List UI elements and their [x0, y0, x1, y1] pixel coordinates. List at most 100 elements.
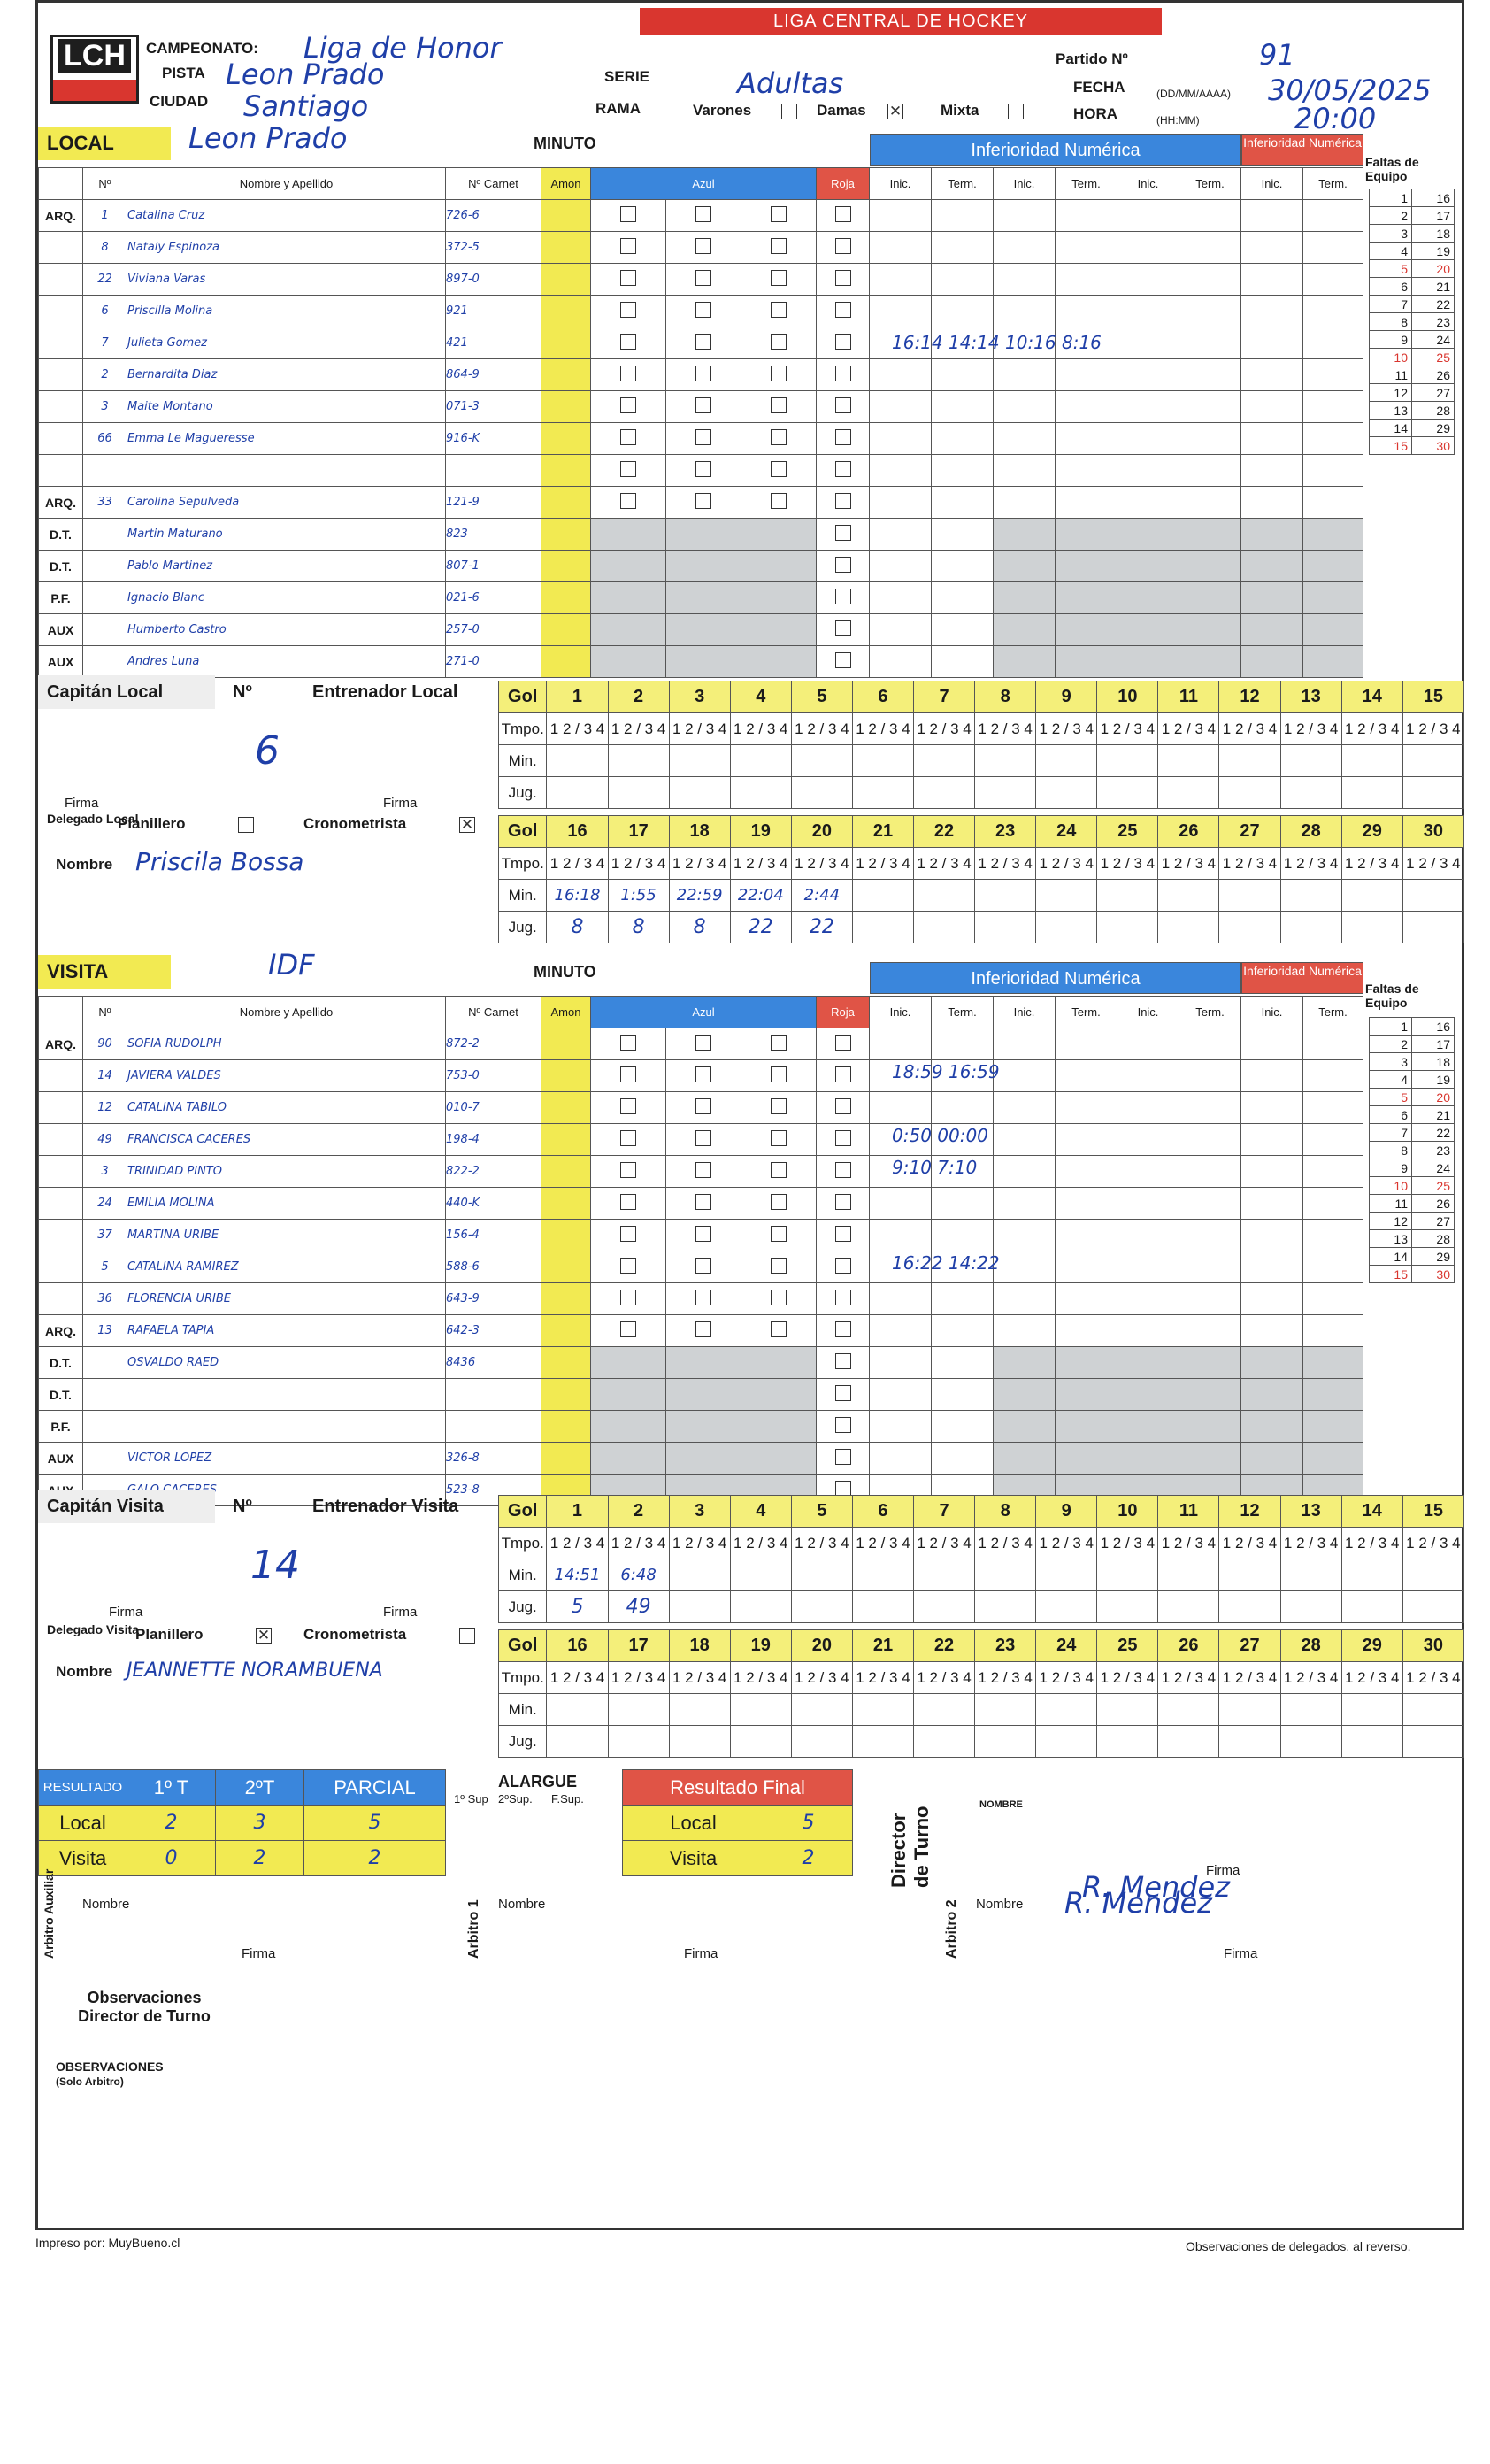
roja-checkbox[interactable] [834, 1194, 851, 1210]
amon-cell[interactable] [541, 1028, 591, 1060]
inferioridad-cell[interactable] [1179, 263, 1241, 296]
jug-cell[interactable] [974, 1725, 1037, 1758]
goal-col-header[interactable]: 28 [1279, 815, 1342, 848]
inferioridad-cell[interactable] [931, 1378, 994, 1411]
inferioridad-cell[interactable] [1055, 358, 1118, 391]
tmpo-cell[interactable]: 1 2 / 3 4 [1035, 1661, 1098, 1694]
inferioridad-cell[interactable] [1055, 263, 1118, 296]
roja-cell[interactable] [816, 199, 870, 232]
min-cell[interactable]: 22:04 [729, 879, 792, 912]
inferioridad-cell[interactable] [1055, 295, 1118, 327]
goal-col-header[interactable]: 7 [912, 681, 976, 713]
azul-checkbox[interactable] [695, 270, 711, 286]
min-cell[interactable] [1402, 1559, 1465, 1591]
roja-checkbox[interactable] [834, 238, 851, 254]
inferioridad-cell[interactable] [1055, 1442, 1118, 1475]
azul-cell[interactable] [665, 486, 741, 519]
jug-cell[interactable] [790, 1725, 853, 1758]
falta-cell[interactable]: 25 [1411, 348, 1455, 366]
min-cell[interactable] [1218, 1559, 1281, 1591]
goal-col-header[interactable]: 17 [607, 1629, 670, 1662]
amon-cell[interactable] [541, 1346, 591, 1379]
inferioridad-cell[interactable] [1302, 1091, 1363, 1124]
azul-checkbox[interactable] [695, 1130, 711, 1146]
min-cell[interactable] [1402, 879, 1465, 912]
min-cell[interactable] [1279, 1693, 1342, 1726]
jug-cell[interactable] [1279, 1725, 1342, 1758]
inferioridad-cell[interactable] [1179, 295, 1241, 327]
inferioridad-cell[interactable] [1240, 1251, 1303, 1283]
inferioridad-cell[interactable] [993, 1091, 1056, 1124]
min-cell[interactable] [668, 1559, 731, 1591]
falta-cell[interactable]: 9 [1369, 1159, 1412, 1177]
inferioridad-cell[interactable] [1179, 1314, 1241, 1347]
inferioridad-cell[interactable] [1179, 454, 1241, 487]
inferioridad-cell[interactable] [869, 1187, 932, 1220]
jug-cell[interactable]: 49 [607, 1590, 670, 1623]
inferioridad-cell[interactable] [993, 1219, 1056, 1251]
gol-label[interactable]: Gol [497, 681, 548, 713]
inferioridad-cell[interactable] [869, 518, 932, 551]
inferioridad-cell[interactable] [1179, 1155, 1241, 1188]
goal-col-header[interactable]: 4 [729, 1495, 792, 1528]
inferioridad-cell[interactable] [1240, 263, 1303, 296]
tmpo-cell[interactable]: 1 2 / 3 4 [912, 1661, 976, 1694]
inferioridad-cell[interactable] [1117, 1251, 1179, 1283]
falta-cell[interactable]: 21 [1411, 277, 1455, 296]
goal-col-header[interactable]: 14 [1340, 1495, 1403, 1528]
azul-cell[interactable] [590, 327, 666, 359]
azul-cell[interactable] [665, 390, 741, 423]
falta-cell[interactable]: 8 [1369, 312, 1412, 331]
inferioridad-cell[interactable] [1179, 390, 1241, 423]
falta-cell[interactable]: 19 [1411, 242, 1455, 260]
min-cell[interactable] [1035, 879, 1098, 912]
min-cell[interactable] [1157, 1693, 1220, 1726]
amon-cell[interactable] [541, 1091, 591, 1124]
inferioridad-cell[interactable] [931, 1219, 994, 1251]
inferioridad-cell[interactable] [1117, 1378, 1179, 1411]
falta-cell[interactable]: 23 [1411, 1141, 1455, 1159]
falta-cell[interactable]: 10 [1369, 1176, 1412, 1195]
azul-checkbox[interactable] [695, 397, 711, 413]
roja-cell[interactable] [816, 1219, 870, 1251]
inferioridad-cell[interactable] [869, 550, 932, 582]
azul-cell[interactable] [741, 199, 817, 232]
inferioridad-cell[interactable] [1302, 390, 1363, 423]
tmpo-cell[interactable]: 1 2 / 3 4 [729, 1661, 792, 1694]
azul-checkbox[interactable] [771, 461, 787, 477]
falta-cell[interactable]: 12 [1369, 1212, 1412, 1230]
tmpo-cell[interactable]: 1 2 / 3 4 [912, 847, 976, 880]
jug-cell[interactable] [1035, 776, 1098, 809]
roja-checkbox[interactable] [834, 397, 851, 413]
jug-cell[interactable] [1218, 776, 1281, 809]
azul-checkbox[interactable] [620, 1226, 636, 1242]
azul-cell[interactable] [741, 295, 817, 327]
azul-checkbox[interactable] [620, 429, 636, 445]
inferioridad-cell[interactable] [1117, 645, 1179, 678]
inferioridad-cell[interactable] [869, 1282, 932, 1315]
roja-cell[interactable] [816, 1155, 870, 1188]
inferioridad-cell[interactable] [931, 581, 994, 614]
goal-col-header[interactable]: 23 [974, 1629, 1037, 1662]
inferioridad-cell[interactable] [993, 1059, 1056, 1092]
roja-checkbox[interactable] [834, 270, 851, 286]
rama-mixta-checkbox[interactable] [1008, 104, 1024, 119]
amon-cell[interactable] [541, 422, 591, 455]
min-cell[interactable]: 2:44 [790, 879, 853, 912]
falta-cell[interactable]: 30 [1411, 1265, 1455, 1283]
azul-checkbox[interactable] [771, 493, 787, 509]
tmpo-cell[interactable]: 1 2 / 3 4 [607, 1527, 670, 1559]
inferioridad-cell[interactable] [1240, 1123, 1303, 1156]
azul-checkbox[interactable] [695, 429, 711, 445]
azul-checkbox[interactable] [620, 1194, 636, 1210]
azul-cell[interactable] [665, 1123, 741, 1156]
tmpo-cell[interactable]: 1 2 / 3 4 [1279, 847, 1342, 880]
azul-cell[interactable] [741, 390, 817, 423]
roja-checkbox[interactable] [834, 589, 851, 604]
azul-cell[interactable] [665, 327, 741, 359]
tmpo-cell[interactable]: 1 2 / 3 4 [1218, 847, 1281, 880]
inferioridad-cell[interactable] [931, 1346, 994, 1379]
falta-cell[interactable]: 24 [1411, 330, 1455, 349]
roja-checkbox[interactable] [834, 1035, 851, 1051]
inferioridad-cell[interactable] [993, 518, 1056, 551]
